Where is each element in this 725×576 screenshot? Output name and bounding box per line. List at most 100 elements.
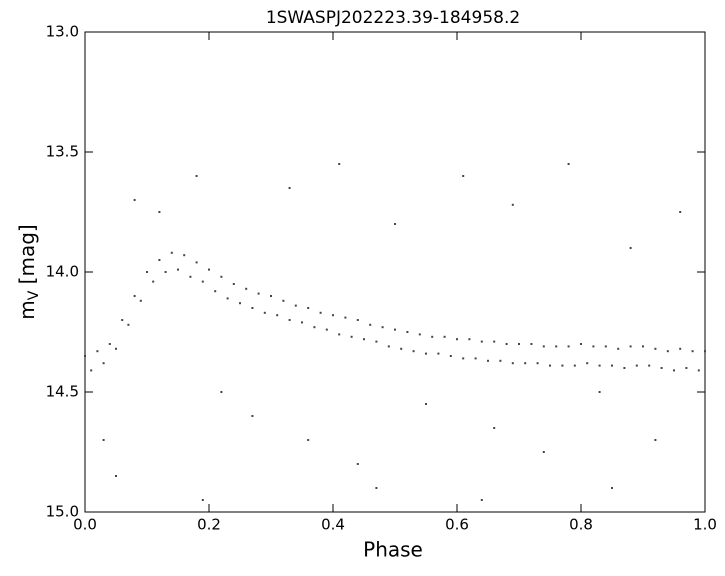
data-point (635, 364, 638, 367)
data-point (567, 345, 570, 348)
data-point (214, 290, 217, 293)
y-label-unit: [mag] (15, 224, 39, 284)
data-point (195, 261, 198, 264)
x-tick-label: 0.4 (321, 516, 345, 534)
data-point (462, 357, 465, 360)
data-point (288, 319, 291, 321)
data-point (462, 175, 465, 177)
data-point (319, 311, 322, 314)
data-point (592, 345, 595, 348)
data-point (418, 333, 421, 336)
data-point (115, 347, 117, 350)
y-tick-label: 14.0 (46, 263, 79, 281)
data-point (183, 254, 186, 257)
data-point (201, 280, 204, 283)
data-point (518, 343, 520, 345)
data-point (542, 345, 545, 348)
data-point (611, 487, 613, 489)
data-point (239, 302, 241, 305)
data-point (443, 335, 446, 338)
y-tick-label: 14.5 (46, 383, 79, 401)
data-point (381, 326, 384, 329)
data-point (629, 345, 632, 348)
data-point (505, 343, 508, 345)
x-tick-label: 0.6 (445, 516, 469, 534)
data-point (654, 347, 657, 350)
data-point (530, 343, 533, 345)
data-point (679, 211, 682, 213)
data-point (245, 287, 248, 290)
data-point (208, 268, 210, 271)
data-point (611, 364, 613, 367)
data-point (133, 295, 136, 297)
data-point (412, 350, 415, 353)
y-axis-label: mV [mag] (15, 224, 43, 319)
y-label-main: m (15, 300, 39, 319)
data-point (549, 364, 551, 367)
data-point (536, 362, 539, 365)
data-point (307, 307, 310, 309)
data-point (456, 338, 458, 341)
data-point (623, 367, 626, 369)
data-point (226, 297, 229, 300)
data-point (96, 350, 99, 353)
data-point (480, 340, 483, 343)
data-point (350, 335, 353, 338)
data-point (425, 352, 427, 355)
data-point (598, 364, 601, 367)
data-point (344, 316, 347, 319)
x-tick-label: 0.2 (197, 516, 221, 534)
data-point (406, 331, 409, 333)
data-point (542, 451, 545, 453)
y-tick-label: 13.5 (46, 143, 79, 161)
data-point (313, 326, 316, 329)
data-point (102, 439, 105, 441)
data-point (177, 268, 179, 271)
data-point (220, 391, 223, 393)
data-point (220, 275, 223, 278)
data-point (338, 163, 341, 165)
data-point (139, 299, 142, 302)
data-point (691, 350, 694, 353)
data-point (356, 319, 359, 321)
data-point (108, 343, 111, 345)
data-point (449, 355, 452, 357)
data-point (685, 367, 688, 369)
data-point (394, 328, 396, 331)
data-point (654, 439, 657, 441)
data-point (189, 275, 192, 278)
data-point (567, 163, 570, 165)
data-point (617, 347, 620, 350)
data-point (604, 345, 607, 348)
data-point (480, 499, 483, 501)
data-point (257, 292, 260, 295)
y-tick-label: 13.0 (46, 23, 79, 41)
data-point (468, 338, 471, 341)
data-point (301, 321, 303, 324)
data-point (697, 369, 700, 372)
data-point (666, 350, 669, 353)
data-point (629, 247, 632, 249)
x-tick-label: 0.8 (569, 516, 593, 534)
data-point (325, 328, 328, 331)
data-point (487, 359, 489, 362)
x-tick-label: 1.0 (693, 516, 717, 534)
data-point (648, 364, 651, 367)
data-point (307, 439, 310, 441)
data-point (356, 463, 359, 465)
data-point (679, 347, 682, 350)
data-point (524, 362, 527, 365)
data-point (294, 304, 297, 307)
data-point (375, 487, 378, 489)
data-point (586, 362, 589, 365)
data-point (251, 415, 254, 417)
data-point (660, 367, 663, 369)
data-point (511, 362, 514, 365)
data-point (276, 314, 279, 317)
data-point (338, 333, 341, 336)
data-point (437, 352, 440, 355)
data-point (270, 295, 272, 297)
data-point (102, 362, 105, 365)
